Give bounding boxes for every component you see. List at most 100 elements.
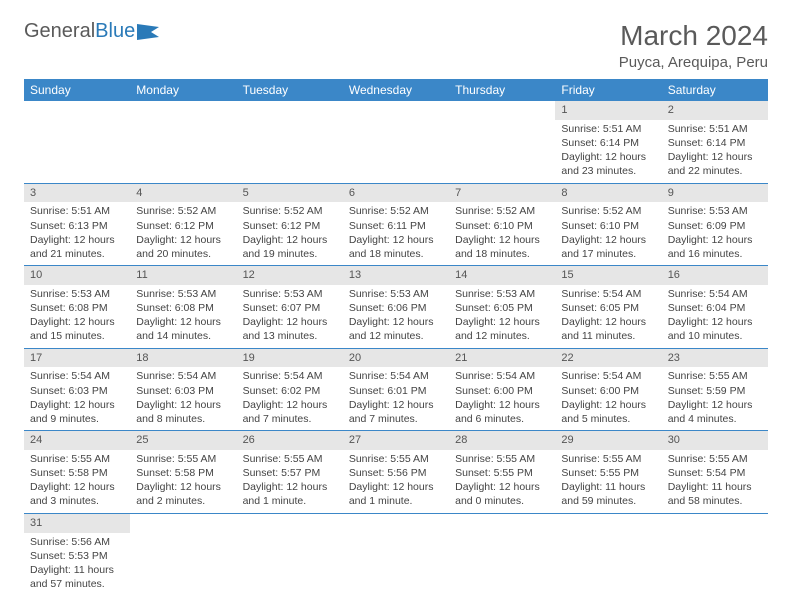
daylight-text: Daylight: 12 hours: [668, 315, 762, 329]
daylight-text: Daylight: 12 hours: [561, 315, 655, 329]
sunrise-text: Sunrise: 5:54 AM: [349, 369, 443, 383]
daylight-text: and 8 minutes.: [136, 412, 230, 426]
day-number: 3: [24, 184, 130, 203]
daylight-text: Daylight: 12 hours: [136, 315, 230, 329]
weekday-header: Wednesday: [343, 79, 449, 101]
day-number: 4: [130, 184, 236, 203]
daylight-text: and 13 minutes.: [243, 329, 337, 343]
sunrise-text: Sunrise: 5:54 AM: [243, 369, 337, 383]
daylight-text: and 58 minutes.: [668, 494, 762, 508]
sunrise-text: Sunrise: 5:56 AM: [30, 535, 124, 549]
calendar-cell: [343, 513, 449, 595]
sunrise-text: Sunrise: 5:55 AM: [668, 369, 762, 383]
calendar-cell: 25Sunrise: 5:55 AMSunset: 5:58 PMDayligh…: [130, 431, 236, 514]
sunrise-text: Sunrise: 5:51 AM: [561, 122, 655, 136]
calendar-cell: 11Sunrise: 5:53 AMSunset: 6:08 PMDayligh…: [130, 266, 236, 349]
day-number: 20: [343, 349, 449, 368]
logo: GeneralBlue: [24, 20, 159, 43]
day-number: 21: [449, 349, 555, 368]
daylight-text: and 7 minutes.: [243, 412, 337, 426]
daylight-text: and 16 minutes.: [668, 247, 762, 261]
day-number: 5: [237, 184, 343, 203]
weekday-header-row: Sunday Monday Tuesday Wednesday Thursday…: [24, 79, 768, 101]
day-body: Sunrise: 5:54 AMSunset: 6:00 PMDaylight:…: [449, 367, 555, 430]
daylight-text: and 5 minutes.: [561, 412, 655, 426]
calendar-cell: 12Sunrise: 5:53 AMSunset: 6:07 PMDayligh…: [237, 266, 343, 349]
day-number: 11: [130, 266, 236, 285]
day-number: 25: [130, 431, 236, 450]
sunset-text: Sunset: 5:57 PM: [243, 466, 337, 480]
sunset-text: Sunset: 6:12 PM: [136, 219, 230, 233]
daylight-text: and 6 minutes.: [455, 412, 549, 426]
calendar-body: 1Sunrise: 5:51 AMSunset: 6:14 PMDaylight…: [24, 101, 768, 595]
calendar-cell: 1Sunrise: 5:51 AMSunset: 6:14 PMDaylight…: [555, 101, 661, 183]
calendar-cell: 14Sunrise: 5:53 AMSunset: 6:05 PMDayligh…: [449, 266, 555, 349]
calendar-cell: 3Sunrise: 5:51 AMSunset: 6:13 PMDaylight…: [24, 183, 130, 266]
day-body: Sunrise: 5:51 AMSunset: 6:14 PMDaylight:…: [662, 120, 768, 183]
sunset-text: Sunset: 6:12 PM: [243, 219, 337, 233]
sunrise-text: Sunrise: 5:53 AM: [136, 287, 230, 301]
calendar-cell: 16Sunrise: 5:54 AMSunset: 6:04 PMDayligh…: [662, 266, 768, 349]
sunset-text: Sunset: 6:11 PM: [349, 219, 443, 233]
calendar-cell: 29Sunrise: 5:55 AMSunset: 5:55 PMDayligh…: [555, 431, 661, 514]
day-body: Sunrise: 5:55 AMSunset: 5:55 PMDaylight:…: [449, 450, 555, 513]
day-number: 27: [343, 431, 449, 450]
daylight-text: Daylight: 12 hours: [349, 315, 443, 329]
sunrise-text: Sunrise: 5:53 AM: [455, 287, 549, 301]
daylight-text: and 18 minutes.: [349, 247, 443, 261]
sunrise-text: Sunrise: 5:51 AM: [30, 204, 124, 218]
sunrise-text: Sunrise: 5:52 AM: [136, 204, 230, 218]
sunset-text: Sunset: 5:59 PM: [668, 384, 762, 398]
page-title: March 2024: [619, 20, 768, 52]
sunrise-text: Sunrise: 5:54 AM: [561, 287, 655, 301]
sunset-text: Sunset: 5:55 PM: [561, 466, 655, 480]
calendar-cell: [662, 513, 768, 595]
sunrise-text: Sunrise: 5:53 AM: [668, 204, 762, 218]
daylight-text: Daylight: 12 hours: [136, 398, 230, 412]
daylight-text: Daylight: 12 hours: [243, 315, 337, 329]
daylight-text: and 59 minutes.: [561, 494, 655, 508]
day-number: 2: [662, 101, 768, 120]
day-body: Sunrise: 5:53 AMSunset: 6:09 PMDaylight:…: [662, 202, 768, 265]
sunrise-text: Sunrise: 5:52 AM: [349, 204, 443, 218]
calendar-cell: 7Sunrise: 5:52 AMSunset: 6:10 PMDaylight…: [449, 183, 555, 266]
weekday-header: Thursday: [449, 79, 555, 101]
daylight-text: and 19 minutes.: [243, 247, 337, 261]
sunrise-text: Sunrise: 5:55 AM: [668, 452, 762, 466]
calendar-row: 10Sunrise: 5:53 AMSunset: 6:08 PMDayligh…: [24, 266, 768, 349]
day-number: 14: [449, 266, 555, 285]
sunset-text: Sunset: 6:03 PM: [30, 384, 124, 398]
calendar-cell: 10Sunrise: 5:53 AMSunset: 6:08 PMDayligh…: [24, 266, 130, 349]
sunrise-text: Sunrise: 5:55 AM: [455, 452, 549, 466]
day-body: Sunrise: 5:52 AMSunset: 6:12 PMDaylight:…: [130, 202, 236, 265]
day-number: 8: [555, 184, 661, 203]
day-body: Sunrise: 5:53 AMSunset: 6:07 PMDaylight:…: [237, 285, 343, 348]
daylight-text: and 15 minutes.: [30, 329, 124, 343]
weekday-header: Tuesday: [237, 79, 343, 101]
day-number: 22: [555, 349, 661, 368]
sunrise-text: Sunrise: 5:54 AM: [455, 369, 549, 383]
daylight-text: Daylight: 12 hours: [30, 315, 124, 329]
sunrise-text: Sunrise: 5:52 AM: [561, 204, 655, 218]
sunset-text: Sunset: 6:01 PM: [349, 384, 443, 398]
day-body: Sunrise: 5:55 AMSunset: 5:59 PMDaylight:…: [662, 367, 768, 430]
day-number: 31: [24, 514, 130, 533]
sunset-text: Sunset: 6:10 PM: [561, 219, 655, 233]
day-number: 28: [449, 431, 555, 450]
logo-flag-icon: [137, 24, 159, 40]
calendar-cell: 17Sunrise: 5:54 AMSunset: 6:03 PMDayligh…: [24, 348, 130, 431]
sunset-text: Sunset: 6:02 PM: [243, 384, 337, 398]
day-body: Sunrise: 5:54 AMSunset: 6:00 PMDaylight:…: [555, 367, 661, 430]
daylight-text: Daylight: 12 hours: [136, 233, 230, 247]
sunset-text: Sunset: 6:08 PM: [30, 301, 124, 315]
calendar-cell: 31Sunrise: 5:56 AMSunset: 5:53 PMDayligh…: [24, 513, 130, 595]
daylight-text: Daylight: 12 hours: [455, 315, 549, 329]
calendar-cell: 26Sunrise: 5:55 AMSunset: 5:57 PMDayligh…: [237, 431, 343, 514]
calendar-cell: 4Sunrise: 5:52 AMSunset: 6:12 PMDaylight…: [130, 183, 236, 266]
day-body: Sunrise: 5:55 AMSunset: 5:58 PMDaylight:…: [130, 450, 236, 513]
calendar-row: 17Sunrise: 5:54 AMSunset: 6:03 PMDayligh…: [24, 348, 768, 431]
calendar-cell: 18Sunrise: 5:54 AMSunset: 6:03 PMDayligh…: [130, 348, 236, 431]
day-number: 30: [662, 431, 768, 450]
day-body: Sunrise: 5:52 AMSunset: 6:11 PMDaylight:…: [343, 202, 449, 265]
daylight-text: and 1 minute.: [349, 494, 443, 508]
